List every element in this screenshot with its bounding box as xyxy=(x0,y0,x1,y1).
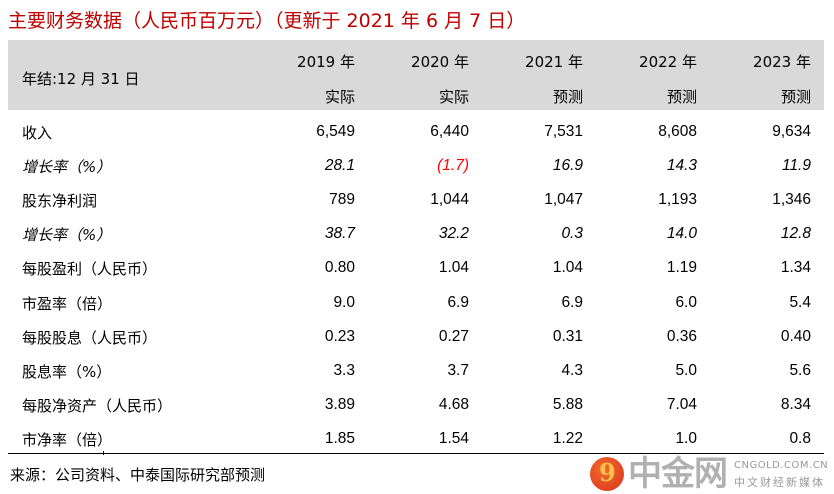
table-cell: 0.27 xyxy=(438,327,469,345)
table-cell: 0.8 xyxy=(789,429,811,447)
source-note: 来源：公司资料、中泰国际研究部预测 xyxy=(10,466,266,484)
table-title: 主要财务数据（人民币百万元）（更新于 2021 年 6 月 7 日） xyxy=(8,10,526,32)
table-cell: 0.3 xyxy=(561,225,583,243)
column-type: 预测 xyxy=(666,88,697,106)
column-year: 2022 年 xyxy=(639,53,697,71)
table-cell: 6.0 xyxy=(675,293,697,311)
table-cell: 28.1 xyxy=(324,157,355,175)
table-cell: 1,044 xyxy=(430,191,469,209)
table-cell: 14.0 xyxy=(666,225,697,243)
table-cell: 38.7 xyxy=(324,225,355,243)
table-cell: 3.7 xyxy=(447,361,469,379)
table-cell: 1.85 xyxy=(324,429,355,447)
table-row: 增长率（%） 28.1 (1.7) 16.9 14.3 11.9 xyxy=(8,148,824,182)
table-cell: 3.3 xyxy=(333,361,355,379)
table-row: 每股盈利（人民币） 0.80 1.04 1.04 1.19 1.34 xyxy=(8,250,824,284)
table-cell: 4.68 xyxy=(438,395,469,413)
table-cell: 6.9 xyxy=(561,293,583,311)
table-bottom-border xyxy=(8,453,824,454)
table-cell: 9,634 xyxy=(772,123,811,140)
row-label: 股东净利润 xyxy=(22,192,98,211)
watermark: 9 中金网 CNGOLD.COM.CN 中文财经新媒体 xyxy=(590,456,830,493)
divider-tick xyxy=(103,451,104,455)
table-cell: 0.23 xyxy=(324,327,355,345)
table-cell: 6,440 xyxy=(430,123,469,140)
table-row: 收入 6,549 6,440 7,531 8,608 9,634 xyxy=(8,114,824,148)
table-cell: 1.34 xyxy=(780,259,811,277)
table-cell: 1.04 xyxy=(438,259,469,277)
table-cell: 12.8 xyxy=(780,225,811,243)
column-year: 2023 年 xyxy=(753,53,811,71)
row-label: 收入 xyxy=(22,124,53,142)
row-label: 每股股息（人民币） xyxy=(22,328,158,347)
table-cell: 5.0 xyxy=(675,361,697,379)
table-cell: 1.04 xyxy=(552,259,583,277)
table-cell: 7,531 xyxy=(544,123,583,140)
table-cell: 6.9 xyxy=(447,293,469,311)
row-label: 增长率（%） xyxy=(22,158,112,177)
column-year: 2021 年 xyxy=(525,53,583,71)
table-cell: 0.31 xyxy=(552,327,583,345)
table-cell: 9.0 xyxy=(333,293,355,311)
table-row: 市净率（倍） 1.85 1.54 1.22 1.0 0.8 xyxy=(8,421,824,455)
table-cell: 7.04 xyxy=(666,395,697,413)
table-cell: 32.2 xyxy=(438,225,469,243)
column-year: 2020 年 xyxy=(411,53,469,71)
table-cell: 4.3 xyxy=(561,361,583,379)
table-cell: 6,549 xyxy=(316,123,355,140)
table-cell: 1,047 xyxy=(544,191,583,209)
table-header: 年结:12 月 31 日 2019 年实际 2020 年实际 2021 年预测 202… xyxy=(8,40,824,110)
table-cell: 5.6 xyxy=(789,361,811,379)
row-label: 市盈率（倍） xyxy=(22,294,113,313)
table-row: 每股净资产（人民币） 3.89 4.68 5.88 7.04 8.34 xyxy=(8,387,824,421)
table-cell: 0.36 xyxy=(666,327,697,345)
table-cell: 789 xyxy=(329,191,355,209)
table-cell: 16.9 xyxy=(552,157,583,175)
watermark-brand: 中金网 xyxy=(628,454,728,494)
table-cell: 8.34 xyxy=(780,395,811,413)
watermark-tagline: 中文财经新媒体 xyxy=(734,476,825,489)
column-type: 实际 xyxy=(438,88,469,106)
fiscal-year-end-label: 年结:12 月 31 日 xyxy=(22,70,140,88)
table-cell: 1.22 xyxy=(552,429,583,447)
table-cell: 0.40 xyxy=(780,327,811,345)
table-cell: 1,346 xyxy=(772,191,811,209)
table-cell: 3.89 xyxy=(324,395,355,413)
row-label: 每股盈利（人民币） xyxy=(22,260,158,279)
table-cell: 1.54 xyxy=(438,429,469,447)
table-cell: 14.3 xyxy=(666,157,697,175)
table-cell: 11.9 xyxy=(781,157,811,175)
row-label: 市净率（倍） xyxy=(22,430,113,449)
table-row: 市盈率（倍） 9.0 6.9 6.9 6.0 5.4 xyxy=(8,285,824,319)
column-year: 2019 年 xyxy=(297,53,355,71)
table-row: 增长率（%） 38.7 32.2 0.3 14.0 12.8 xyxy=(8,216,824,250)
table-cell: 5.88 xyxy=(552,395,583,413)
table-row: 股东净利润 789 1,044 1,047 1,193 1,346 xyxy=(8,182,824,216)
column-type: 实际 xyxy=(324,88,355,106)
table-cell: 0.80 xyxy=(324,259,355,277)
table-row: 股息率（%） 3.3 3.7 4.3 5.0 5.6 xyxy=(8,353,824,387)
column-type: 预测 xyxy=(780,88,811,106)
table-cell: 8,608 xyxy=(658,123,697,140)
table-cell: 1.19 xyxy=(666,259,697,277)
table-cell: 1.0 xyxy=(675,429,697,447)
watermark-url: CNGOLD.COM.CN xyxy=(734,460,829,471)
table-cell-negative: (1.7) xyxy=(437,157,469,175)
table-cell: 5.4 xyxy=(789,293,811,311)
row-label: 增长率（%） xyxy=(22,226,112,245)
table-cell: 1,193 xyxy=(658,191,697,209)
row-label: 股息率（%） xyxy=(22,362,112,381)
row-label: 每股净资产（人民币） xyxy=(22,396,173,415)
cngold-logo-icon: 9 xyxy=(590,457,624,491)
column-type: 预测 xyxy=(552,88,583,106)
table-row: 每股股息（人民币） 0.23 0.27 0.31 0.36 0.40 xyxy=(8,319,824,353)
